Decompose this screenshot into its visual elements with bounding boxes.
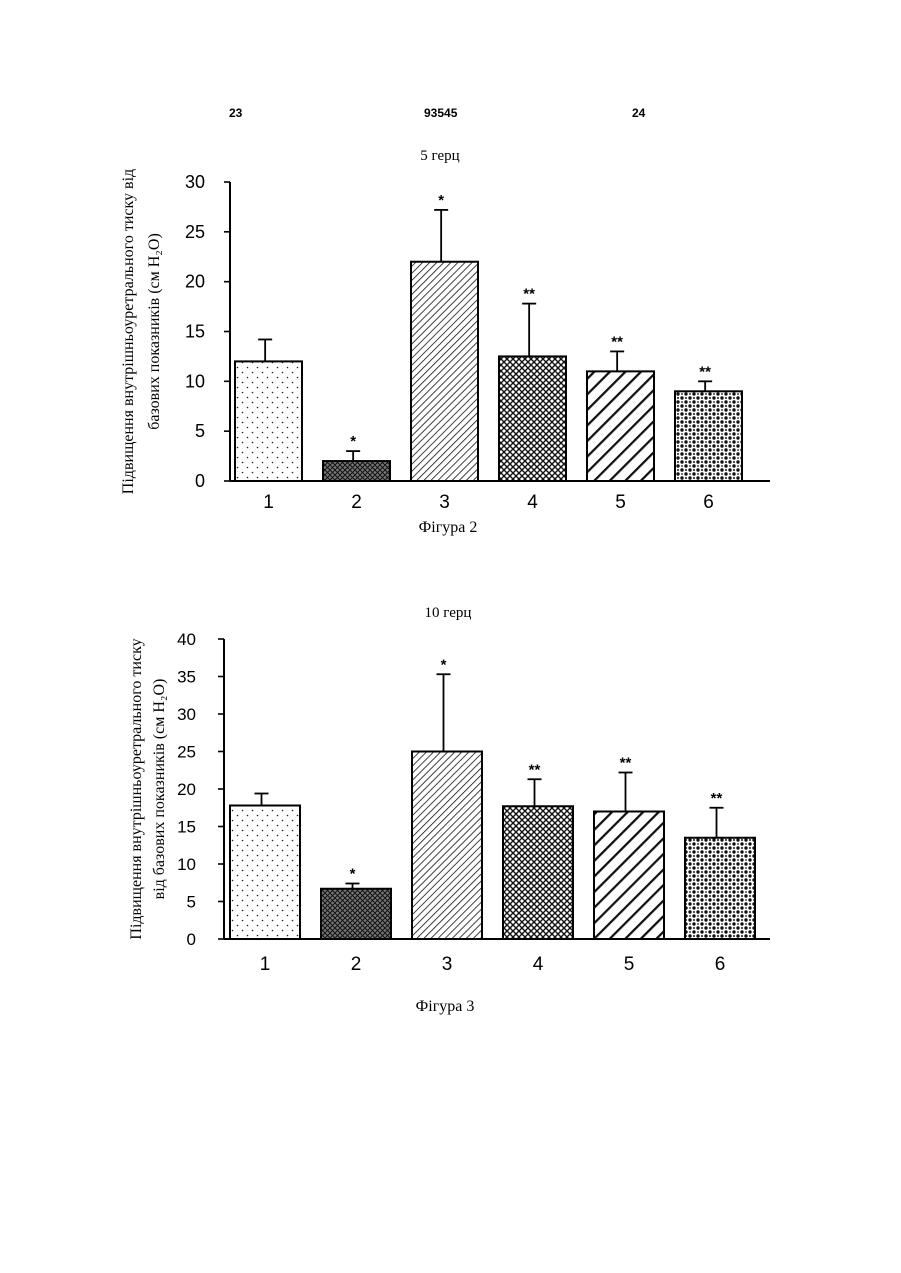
y-tick-label: 15 <box>177 818 196 837</box>
category-label-2: 2 <box>351 492 362 513</box>
category-label-6: 6 <box>715 954 726 975</box>
y-tick-label: 15 <box>185 322 205 342</box>
y-axis-label-line-1: Підвищення внутрішньоуретрального тиску <box>128 638 145 939</box>
y-tick-label: 5 <box>187 893 196 912</box>
bar-5 <box>594 812 664 940</box>
category-label-2: 2 <box>351 954 362 975</box>
significance-mark-2: * <box>350 433 356 450</box>
category-label-1: 1 <box>260 954 271 975</box>
page-number-left: 23 <box>229 106 242 120</box>
category-label-4: 4 <box>533 954 544 975</box>
y-tick-label: 30 <box>185 172 205 192</box>
y-tick-label: 20 <box>185 272 205 292</box>
bars: 1 * 2 * 3 ** 4 ** 5 ** 6 <box>230 656 755 975</box>
bar-4 <box>499 356 566 481</box>
y-tick-label: 30 <box>177 705 196 724</box>
category-label-1: 1 <box>263 492 274 513</box>
bar-chart-5hz: 5 герц Підвищення внутрішньоуретрального… <box>0 140 901 550</box>
bar-5 <box>587 371 654 481</box>
y-tick-label: 40 <box>177 630 196 649</box>
y-axis-label-line-2: від базових показників (см H₂O) <box>151 679 168 900</box>
bar-4 <box>503 806 573 939</box>
significance-mark-5: ** <box>611 333 623 350</box>
chart-title: 10 герц <box>425 605 472 621</box>
y-tick-label: 10 <box>177 855 196 874</box>
bar-2 <box>321 889 391 939</box>
bar-1 <box>235 361 302 481</box>
y-tick-label: 5 <box>195 421 205 441</box>
significance-mark-4: ** <box>529 761 541 778</box>
category-label-3: 3 <box>442 954 453 975</box>
category-label-3: 3 <box>439 492 450 513</box>
page-number-right: 24 <box>632 106 645 120</box>
y-tick-label: 35 <box>177 668 196 687</box>
category-label-5: 5 <box>615 492 626 513</box>
significance-mark-5: ** <box>620 755 632 772</box>
significance-mark-3: * <box>441 656 447 673</box>
y-tick-label: 10 <box>185 371 205 391</box>
y-axis-label: Підвищення внутрішньоуретрального тиску … <box>128 638 168 939</box>
chart-title: 5 герц <box>420 148 459 164</box>
patent-number: 93545 <box>424 106 457 120</box>
y-tick-label: 0 <box>187 930 196 949</box>
significance-mark-4: ** <box>523 286 535 303</box>
bars: 1 * 2 * 3 ** 4 ** 5 ** 6 <box>235 192 742 513</box>
category-label-5: 5 <box>624 954 635 975</box>
significance-mark-6: ** <box>711 790 723 807</box>
bar-chart-10hz: 10 герц Підвищення внутрішньоуретральног… <box>0 598 901 1028</box>
bar-6 <box>685 838 755 939</box>
y-axis-label-line-1: Підвищення внутрішньоуретрального тиску … <box>120 169 137 494</box>
bar-6 <box>675 391 742 481</box>
y-tick-label: 25 <box>177 743 196 762</box>
significance-mark-3: * <box>438 192 444 209</box>
y-tick-label: 0 <box>195 471 205 491</box>
significance-mark-2: * <box>350 866 356 883</box>
y-axis-label-line-2: базових показників (см H₂O) <box>146 233 163 430</box>
y-tick-label: 25 <box>185 222 205 242</box>
y-axis-label: Підвищення внутрішньоуретрального тиску … <box>120 169 163 494</box>
bar-3 <box>411 262 478 481</box>
category-label-4: 4 <box>527 492 538 513</box>
significance-mark-6: ** <box>699 363 711 380</box>
bar-2 <box>323 461 390 481</box>
bar-1 <box>230 806 300 940</box>
figure-caption: Фігура 3 <box>416 998 475 1015</box>
figure-caption: Фігура 2 <box>419 519 478 536</box>
category-label-6: 6 <box>703 492 714 513</box>
y-tick-label: 20 <box>177 780 196 799</box>
bar-3 <box>412 752 482 940</box>
